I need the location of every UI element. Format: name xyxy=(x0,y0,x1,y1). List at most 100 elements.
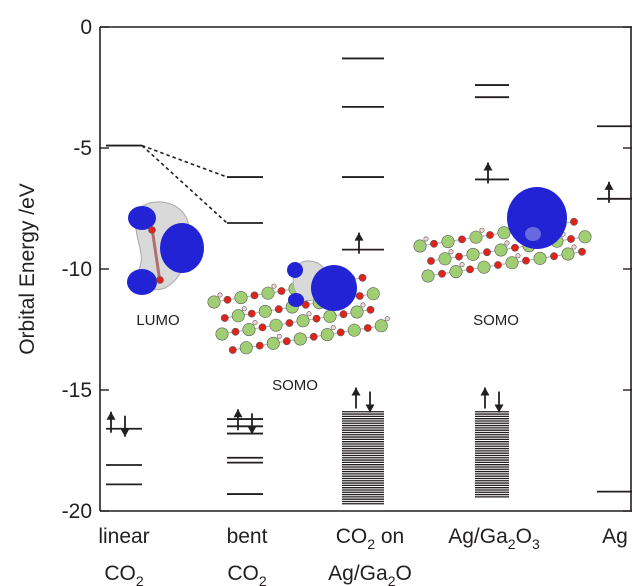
lumo-lobe-bottom xyxy=(127,269,157,295)
somo1-slab-ga-atom-62 xyxy=(269,318,283,332)
somo2-slab-ga-atom-71 xyxy=(533,251,547,265)
somo2-slab-h-atom-39 xyxy=(504,240,510,246)
somo1-slab-o-atom-4 xyxy=(223,295,232,304)
somo1-slab-ga-atom-34 xyxy=(258,304,272,318)
somo2-slab-ga-atom-10 xyxy=(469,230,483,244)
somo-label-2: SOMO xyxy=(473,312,519,329)
chart-marks xyxy=(106,57,632,505)
somo2-slab-ga-atom-6 xyxy=(441,235,455,249)
somo2-slab-ga-atom-15 xyxy=(497,226,511,240)
category-label-0-line2: CO2 xyxy=(104,562,144,586)
somo2-slab-o-atom-4 xyxy=(430,239,438,248)
lumo-label: LUMO xyxy=(136,312,179,329)
somo-inset-2 xyxy=(413,187,592,283)
lumo-lobe-top xyxy=(128,206,156,230)
electron-up-4-0-head xyxy=(604,181,614,190)
category-label-0-line1: linear xyxy=(98,525,149,548)
somo2-slab-o-atom-77 xyxy=(578,247,586,256)
somo1-slab-h-atom-2 xyxy=(217,292,223,298)
electron-down-1-0-head xyxy=(247,426,257,435)
somo1-slab-o-atom-73 xyxy=(339,310,348,319)
somo1-slab-h-atom-11 xyxy=(271,283,277,289)
somo2-slab-o-atom-69 xyxy=(522,256,530,265)
somo2-slab-o-atom-64 xyxy=(494,261,502,269)
electron-up-2-1-head xyxy=(351,387,361,396)
y-tick-label-1: -5 xyxy=(73,137,92,160)
somo1-slab-o-atom-101 xyxy=(363,324,372,332)
somo1-slab-ga-atom-51 xyxy=(366,287,380,301)
somo2-slab-o-atom-55 xyxy=(438,269,446,278)
somo1-lobe-small-top xyxy=(287,262,303,278)
category-label-1-line2: CO2 xyxy=(227,562,267,586)
somo1-slab-h-atom-76 xyxy=(360,302,366,308)
somo1-slab-ga-atom-1 xyxy=(207,295,221,309)
somo2-slab-h-atom-11 xyxy=(479,227,485,233)
chart-labels: 0 -5 -10 -15 -20 Orbital Energy /eV LUMO SOMO SO… xyxy=(16,16,628,586)
y-tick-label-3: -15 xyxy=(62,379,92,402)
electron-up-1-0-head xyxy=(233,409,243,418)
somo2-slab-h-atom-67 xyxy=(515,253,521,259)
category-label-4-line1: Ag xyxy=(602,525,628,548)
somo2-slab-o-atom-60 xyxy=(466,265,474,274)
electron-down-0-0-head xyxy=(120,428,130,437)
somo1-slab-h-atom-30 xyxy=(241,306,247,312)
somo1-slab-o-atom-88 xyxy=(282,337,291,346)
somo1-slab-o-atom-36 xyxy=(274,305,283,314)
somo2-slab-o-atom-36 xyxy=(483,248,491,257)
somo2-slab-ga-atom-34 xyxy=(466,247,480,261)
somo1-slab-ga-atom-53 xyxy=(215,327,229,341)
somo2-slab-ga-atom-51 xyxy=(578,230,592,244)
chart-axes xyxy=(99,26,632,512)
somo2-slab-ga-atom-66 xyxy=(505,256,519,270)
somo1-lobe-small-bottom xyxy=(288,293,304,307)
somo2-slab-h-atom-76 xyxy=(571,244,577,250)
somo1-slab-o-atom-97 xyxy=(336,328,345,337)
somo-label-1: SOMO xyxy=(272,377,318,394)
somo2-slab-o-atom-50 xyxy=(567,235,575,243)
somo1-slab-ga-atom-71 xyxy=(323,309,337,323)
category-label-3-line1: Ag/Ga2O3 xyxy=(448,525,540,552)
somo1-slab-h-atom-103 xyxy=(384,316,390,322)
somo1-slab-ga-atom-102 xyxy=(374,319,388,333)
somo1-slab-o-atom-77 xyxy=(366,305,375,314)
somo1-slab-h-atom-67 xyxy=(306,311,312,317)
lumo-lobe-right xyxy=(160,223,204,273)
electron-down-3-1-head xyxy=(494,404,504,413)
somo1-slab-o-atom-92 xyxy=(309,332,318,341)
somo1-slab-o-atom-8 xyxy=(250,291,259,300)
somo1-slab-h-atom-58 xyxy=(252,320,258,326)
lumo-inset xyxy=(127,201,204,295)
somo2-slab-ga-atom-62 xyxy=(477,260,491,274)
somo1-slab-ga-atom-85 xyxy=(266,336,280,350)
somo1-slab-o-atom-83 xyxy=(255,341,264,350)
y-tick-label-2: -10 xyxy=(62,258,92,281)
somo2-slab-h-atom-30 xyxy=(448,249,454,255)
somo1-slab-h-atom-95 xyxy=(330,325,336,331)
somo1-slab-o-atom-50 xyxy=(355,292,364,300)
somo2-lobe-highlight xyxy=(525,227,541,241)
somo1-slab-o-atom-69 xyxy=(312,314,321,323)
somo2-slab-ga-atom-53 xyxy=(421,269,435,283)
lumo-o-atom-2 xyxy=(156,276,164,284)
somo2-slab-h-atom-58 xyxy=(459,262,465,268)
y-axis-title: Orbital Energy /eV xyxy=(16,183,39,355)
somo2-slab-ga-atom-57 xyxy=(449,265,463,279)
somo1-slab-ga-atom-29 xyxy=(231,309,245,323)
somo2-lobe-main xyxy=(507,187,567,249)
y-tick-label-4: -20 xyxy=(62,500,92,523)
somo1-slab-o-atom-32 xyxy=(247,309,256,318)
somo2-slab-ga-atom-1 xyxy=(413,239,427,253)
somo1-slab-o-atom-64 xyxy=(285,319,294,327)
somo2-slab-o-atom-8 xyxy=(458,235,466,244)
electron-up-3-0-head xyxy=(483,162,493,171)
somo2-slab-o-atom-73 xyxy=(550,252,558,261)
somo1-slab-o-atom-13 xyxy=(277,287,286,295)
somo1-slab-ga-atom-90 xyxy=(293,332,307,346)
somo2-slab-ga-atom-75 xyxy=(561,247,575,261)
orbital-insets xyxy=(127,187,592,355)
somo1-slab-ga-atom-66 xyxy=(296,314,310,328)
somo2-slab-o-atom-25 xyxy=(570,217,578,226)
somo2-slab-h-atom-2 xyxy=(423,236,429,242)
somo1-slab-o-atom-55 xyxy=(231,327,240,336)
